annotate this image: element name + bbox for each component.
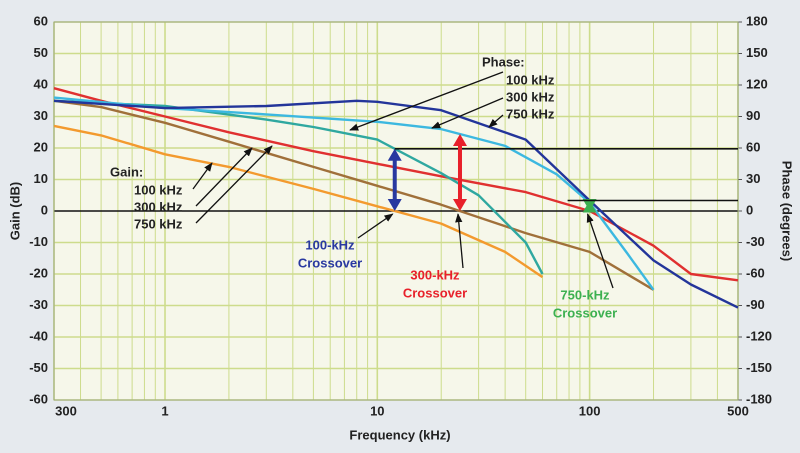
gain-series-label: 100 kHz (134, 182, 183, 197)
x-tick-label: 300 (55, 403, 77, 418)
crossover-label: Crossover (298, 255, 362, 270)
y-tick-label: -60 (29, 391, 48, 406)
y-tick-label: 40 (34, 76, 48, 91)
y-tick-label: -10 (29, 234, 48, 249)
y-tick-label: 20 (34, 139, 48, 154)
series-line (53, 124, 544, 279)
phase-series-label: 750 kHz (506, 106, 555, 121)
y2-tick-label: 60 (746, 139, 760, 154)
crossover-label: Crossover (553, 305, 617, 320)
gain-series-label: 300 kHz (134, 199, 183, 214)
y-tick-label: 10 (34, 171, 48, 186)
y2-tick-label: 90 (746, 108, 760, 123)
y2-tick-label: 120 (746, 76, 768, 91)
y2-tick-label: -180 (746, 391, 772, 406)
pointer (192, 162, 213, 190)
series-line (53, 99, 739, 309)
pointer (357, 213, 394, 239)
arrow-head (387, 148, 402, 161)
x-tick-label: 1 (161, 403, 168, 418)
y2-tick-label: -90 (746, 297, 765, 312)
pointer (455, 213, 464, 269)
phase-series-label: 100 kHz (506, 72, 555, 87)
series-line (53, 96, 655, 291)
crossover-label: 750-kHz (560, 287, 610, 302)
gain-series-label: 750 kHz (134, 216, 183, 231)
y2-tick-label: -30 (746, 234, 765, 249)
y2-tick-label: 150 (746, 45, 768, 60)
crossover-label: 300-kHz (410, 267, 460, 282)
phase-label: Phase: (482, 54, 525, 69)
y-tick-label: 60 (34, 13, 48, 28)
y-axis-label: Gain (dB) (7, 182, 22, 241)
y-tick-label: 0 (41, 202, 48, 217)
series-line (53, 87, 739, 282)
pointer (488, 114, 504, 128)
arrow-head (387, 199, 402, 211)
x-axis-label: Frequency (kHz) (349, 427, 450, 442)
arrow-head (452, 199, 467, 211)
y2-tick-label: 30 (746, 171, 760, 186)
y-tick-label: -30 (29, 297, 48, 312)
y-tick-label: 50 (34, 45, 48, 60)
y-tick-label: -20 (29, 265, 48, 280)
crossover-label: 100-kHz (305, 237, 355, 252)
gain-label: Gain: (110, 164, 143, 179)
y2-tick-label: -120 (746, 328, 772, 343)
arrow-head (582, 199, 597, 211)
x-tick-label: 10 (370, 403, 384, 418)
plot-frame (53, 21, 739, 401)
pointer (431, 97, 504, 129)
crossover-label: Crossover (403, 285, 467, 300)
series-line (53, 99, 655, 291)
y2-tick-label: 180 (746, 13, 768, 28)
pointer (195, 147, 253, 207)
phase-series-label: 300 kHz (506, 89, 555, 104)
x-tick-label: 100 (579, 403, 601, 418)
x-tick-label: 500 (727, 403, 749, 418)
y-tick-label: 30 (34, 108, 48, 123)
pointer (586, 213, 614, 289)
y2-tick-label: -150 (746, 360, 772, 375)
arrow-head (452, 134, 467, 147)
y-tick-label: -40 (29, 328, 48, 343)
pointer (349, 71, 504, 131)
y2-axis-label: Phase (degrees) (780, 161, 795, 261)
y-tick-label: -50 (29, 360, 48, 375)
pointer (195, 145, 273, 224)
y2-tick-label: -60 (746, 265, 765, 280)
y2-tick-label: 0 (746, 202, 753, 217)
